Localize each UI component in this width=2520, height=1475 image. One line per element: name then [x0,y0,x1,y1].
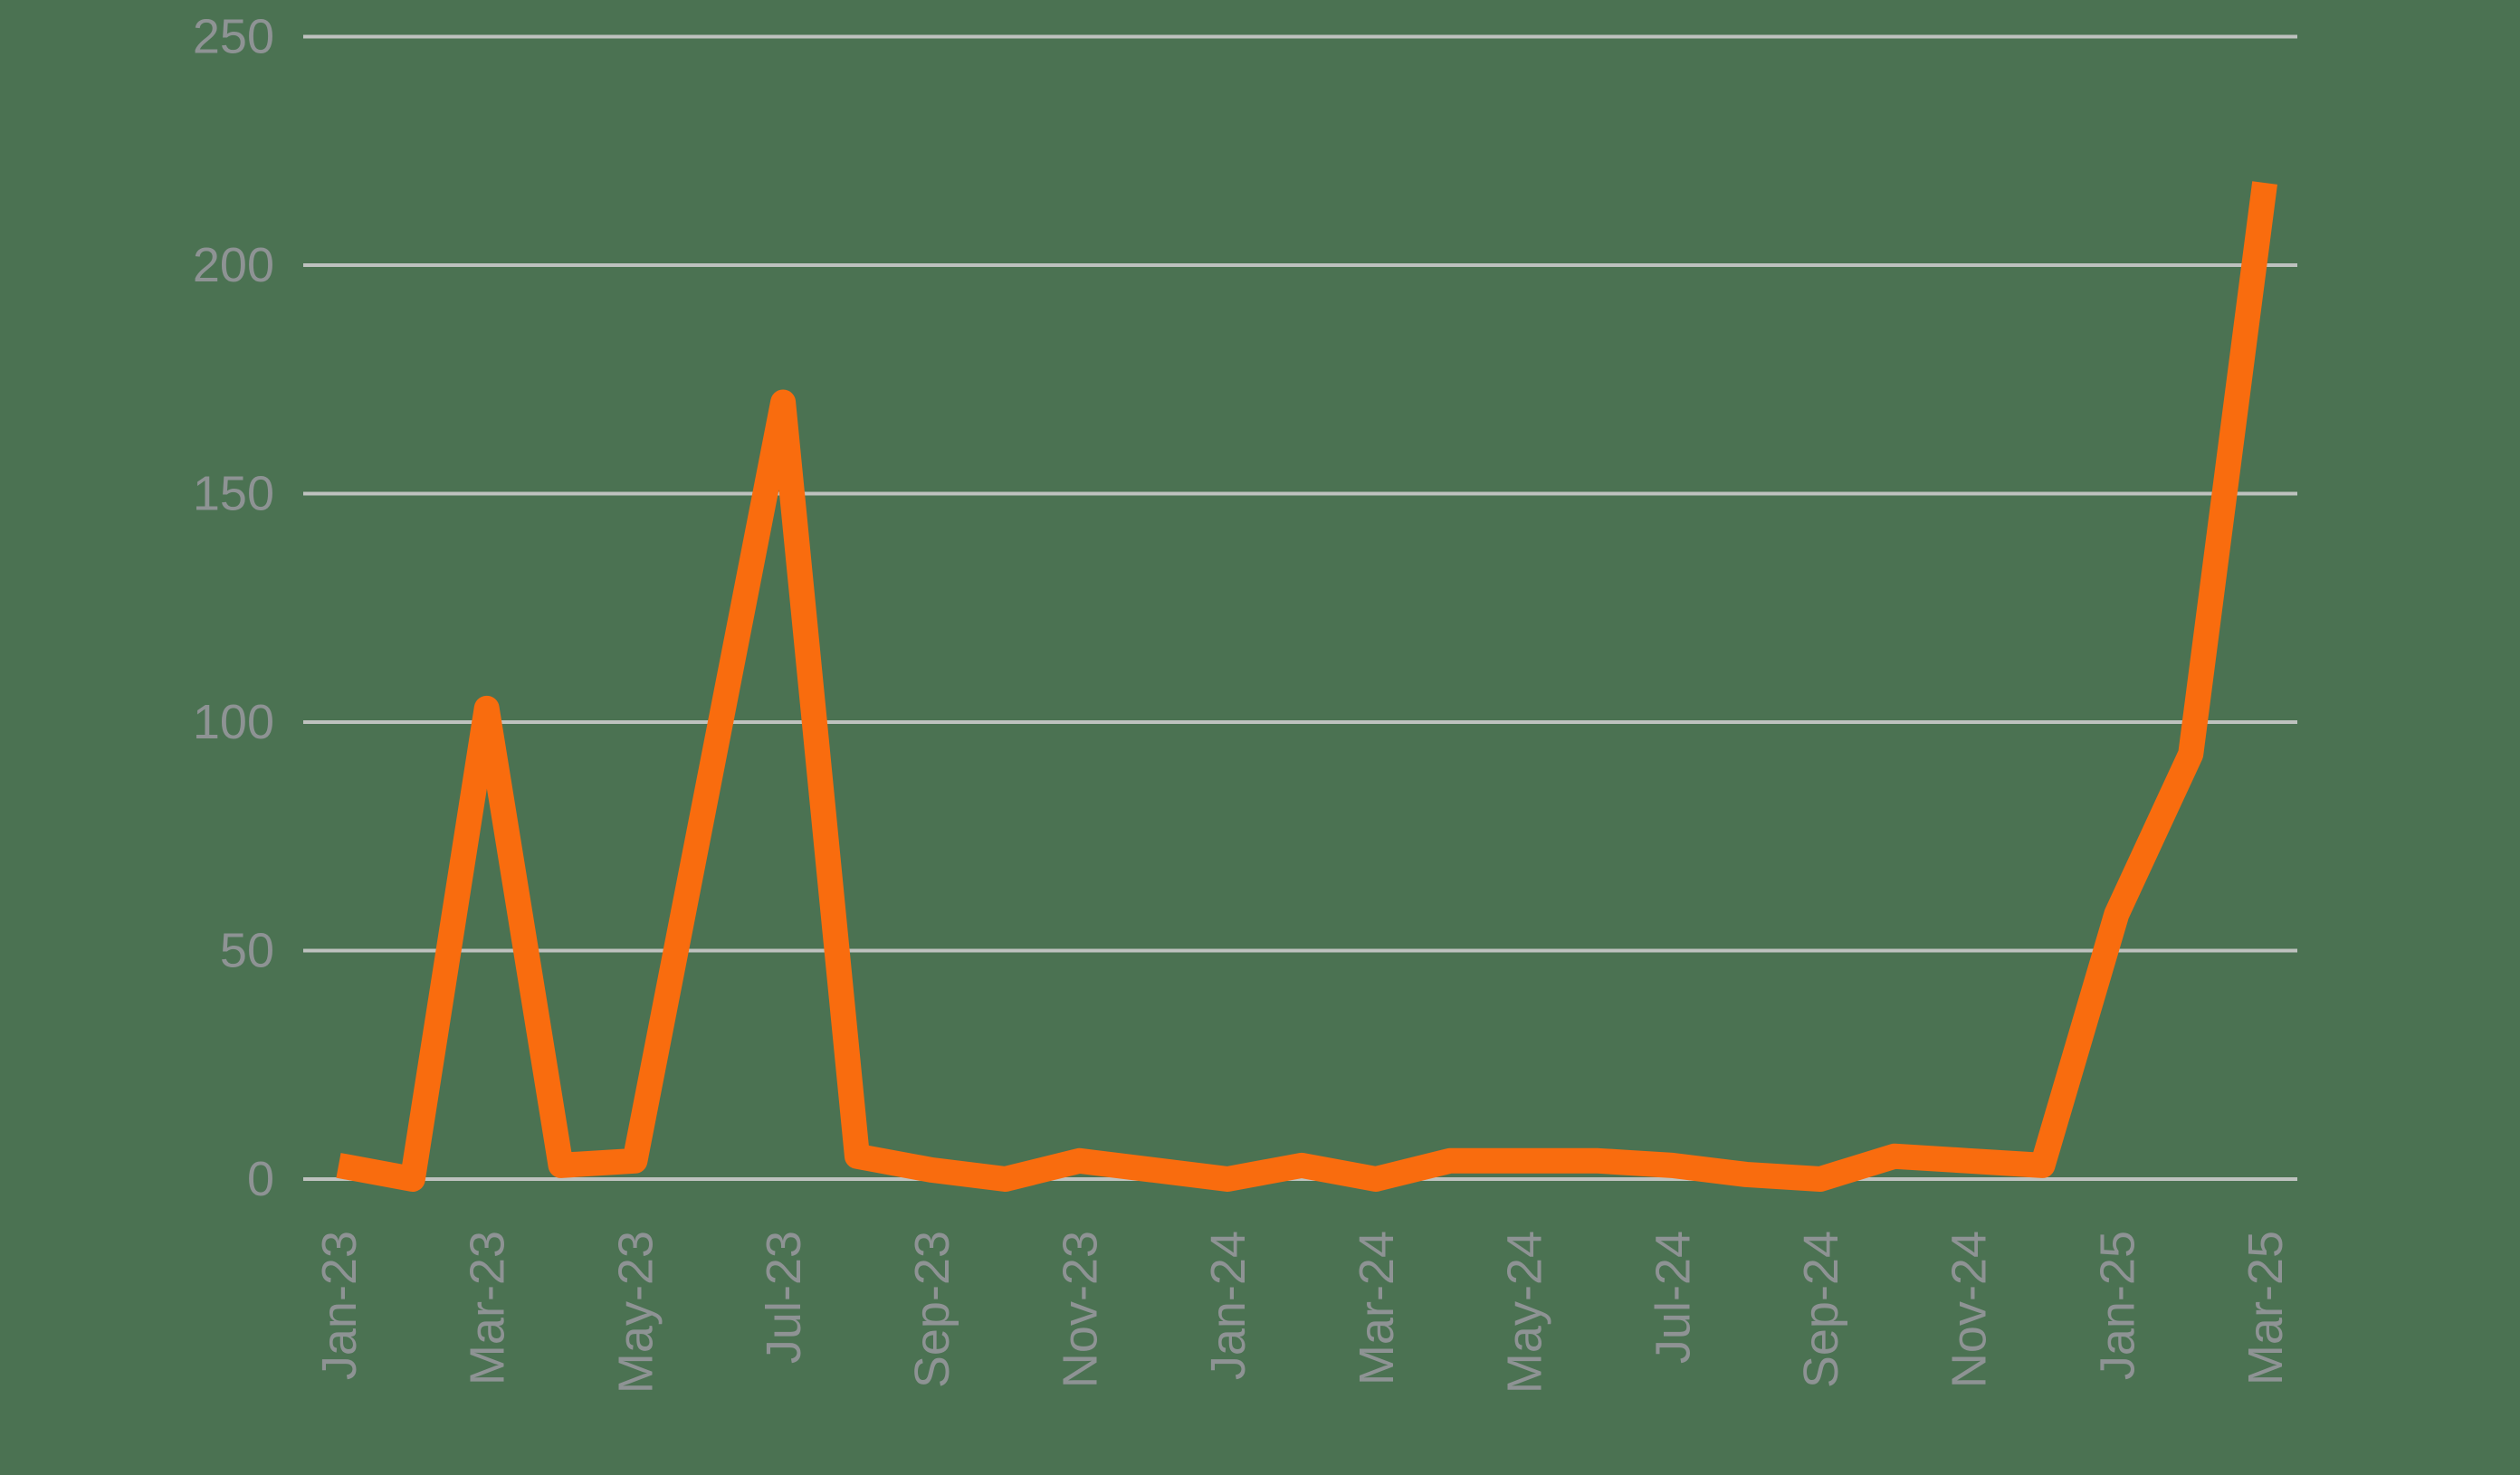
y-tick-label: 250 [193,10,274,64]
x-tick-label: Nov-24 [1942,1231,1997,1388]
series-layer [336,181,2277,1192]
y-axis-labels-layer: 0 50 100 150 200 250 [193,10,274,1207]
x-axis-labels-layer: Jan-23 Mar-23 May-23 Jul-23 Sep-23 Nov-23 Jan-… [312,1231,2293,1394]
y-tick-label: 50 [220,924,274,978]
x-tick-label: Jul-23 [757,1231,811,1364]
x-tick-label: May-24 [1498,1231,1552,1394]
gridlines-layer [303,34,2297,1181]
x-tick-label: Nov-23 [1054,1231,1108,1388]
x-tick-label: Mar-24 [1350,1231,1404,1385]
x-tick-label: Jan-23 [312,1231,367,1380]
data-line [336,181,2277,1192]
x-tick-label: Sep-23 [905,1231,959,1388]
x-tick-label: Jan-24 [1201,1231,1255,1380]
y-tick-label: 100 [193,695,274,749]
x-tick-label: May-23 [608,1231,663,1394]
y-tick-label: 200 [193,238,274,292]
x-tick-label: Sep-24 [1794,1231,1848,1388]
y-tick-label: 0 [247,1152,274,1206]
x-tick-label: Mar-23 [461,1231,515,1385]
x-tick-label: Jan-25 [2090,1231,2144,1380]
y-tick-label: 150 [193,467,274,521]
x-tick-label: Jul-24 [1646,1231,1700,1364]
x-tick-label: Mar-25 [2238,1231,2293,1385]
